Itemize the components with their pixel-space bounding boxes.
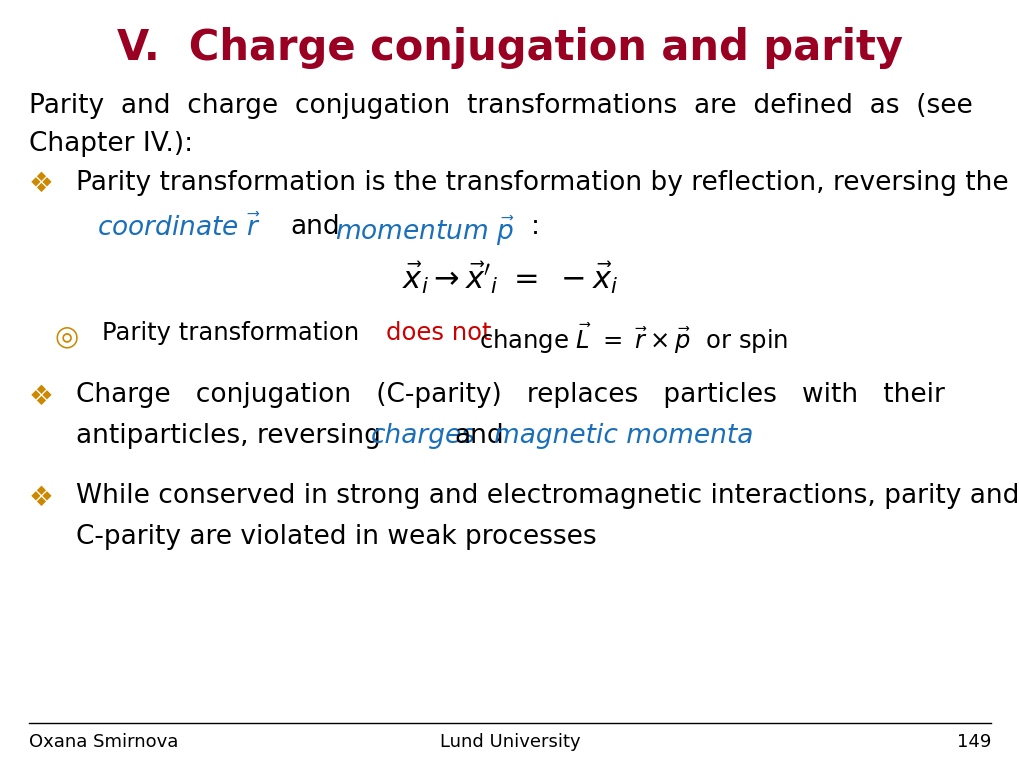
Text: charges: charges <box>371 423 476 449</box>
Text: Charge   conjugation   (C-parity)   replaces   particles   with   their: Charge conjugation (C-parity) replaces p… <box>76 382 945 409</box>
Text: $\it{coordinate}\ \vec{r}$: $\it{coordinate}\ \vec{r}$ <box>97 214 261 242</box>
Text: change $\vec{L}\ =\ \vec{r}\times\vec{p}$  or spin: change $\vec{L}\ =\ \vec{r}\times\vec{p}… <box>479 321 788 356</box>
Text: Lund University: Lund University <box>439 733 580 751</box>
Text: $\it{momentum}\ \vec{p}$: $\it{momentum}\ \vec{p}$ <box>334 214 514 248</box>
Text: ❖: ❖ <box>29 382 53 411</box>
Text: While conserved in strong and electromagnetic interactions, parity and: While conserved in strong and electromag… <box>76 483 1019 509</box>
Text: V.  Charge conjugation and parity: V. Charge conjugation and parity <box>117 27 902 69</box>
Text: Parity  and  charge  conjugation  transformations  are  defined  as  (see
Chapte: Parity and charge conjugation transforma… <box>29 93 971 158</box>
Text: $\vec{x}_{i} \rightarrow \vec{x}'_{i}\ =\ -\vec{x}_{i}$: $\vec{x}_{i} \rightarrow \vec{x}'_{i}\ =… <box>401 260 618 296</box>
Text: Parity transformation is the transformation by reflection, reversing the: Parity transformation is the transformat… <box>76 170 1008 196</box>
Text: and: and <box>453 423 503 449</box>
Text: magnetic momenta: magnetic momenta <box>493 423 752 449</box>
Text: ❖: ❖ <box>29 483 53 512</box>
Text: ❖: ❖ <box>29 170 53 198</box>
Text: Oxana Smirnova: Oxana Smirnova <box>29 733 177 751</box>
Text: Parity transformation: Parity transformation <box>102 321 367 345</box>
Text: antiparticles, reversing: antiparticles, reversing <box>76 423 389 449</box>
Text: and: and <box>290 214 340 240</box>
Text: 149: 149 <box>956 733 990 751</box>
Text: :: : <box>530 214 539 240</box>
Text: ◎: ◎ <box>54 323 78 351</box>
Text: does not: does not <box>385 321 490 345</box>
Text: C-parity are violated in weak processes: C-parity are violated in weak processes <box>76 524 596 550</box>
